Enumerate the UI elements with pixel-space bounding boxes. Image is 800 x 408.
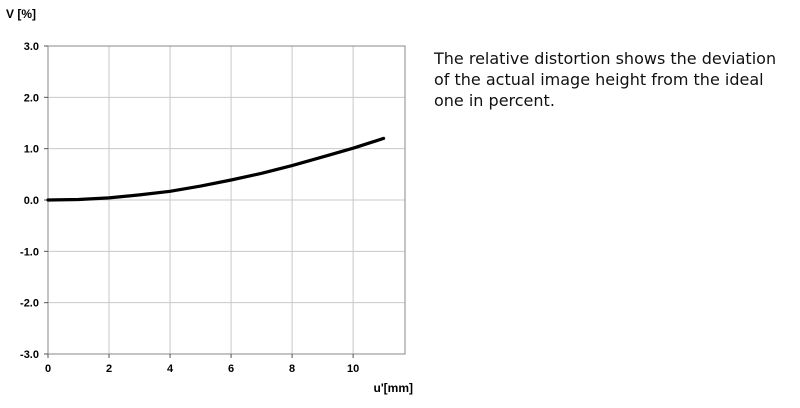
y-tick-label: 0.0 <box>24 195 39 207</box>
y-tick-label: 1.0 <box>24 144 39 156</box>
y-tick-label: -1.0 <box>20 246 39 258</box>
distortion-description: The relative distortion shows the deviat… <box>434 49 777 110</box>
x-tick-label: 8 <box>289 363 295 375</box>
y-axis-label: V [%] <box>6 7 36 21</box>
distortion-chart: 0 2 4 6 8 10 3.0 2.0 1.0 0.0 -1.0 -2.0 -3.0 V [%] u'… <box>6 7 413 395</box>
x-tick-label: 2 <box>106 363 112 375</box>
series-layer <box>46 136 386 202</box>
x-tick-label: 6 <box>228 363 234 375</box>
y-tick-label: -2.0 <box>20 298 39 310</box>
grid-lines <box>48 46 405 354</box>
y-tick-label: 2.0 <box>24 92 39 104</box>
x-tick-label: 0 <box>45 363 51 375</box>
x-tick-label: 4 <box>167 363 174 375</box>
x-axis-label: u'[mm] <box>373 381 413 395</box>
distortion-curve <box>46 136 386 202</box>
y-tick-label: -3.0 <box>20 349 39 361</box>
x-tick-label: 10 <box>347 363 359 375</box>
axis-ticks: 0 2 4 6 8 10 3.0 2.0 1.0 0.0 -1.0 -2.0 -3.0 <box>20 41 359 375</box>
y-tick-label: 3.0 <box>24 41 39 53</box>
